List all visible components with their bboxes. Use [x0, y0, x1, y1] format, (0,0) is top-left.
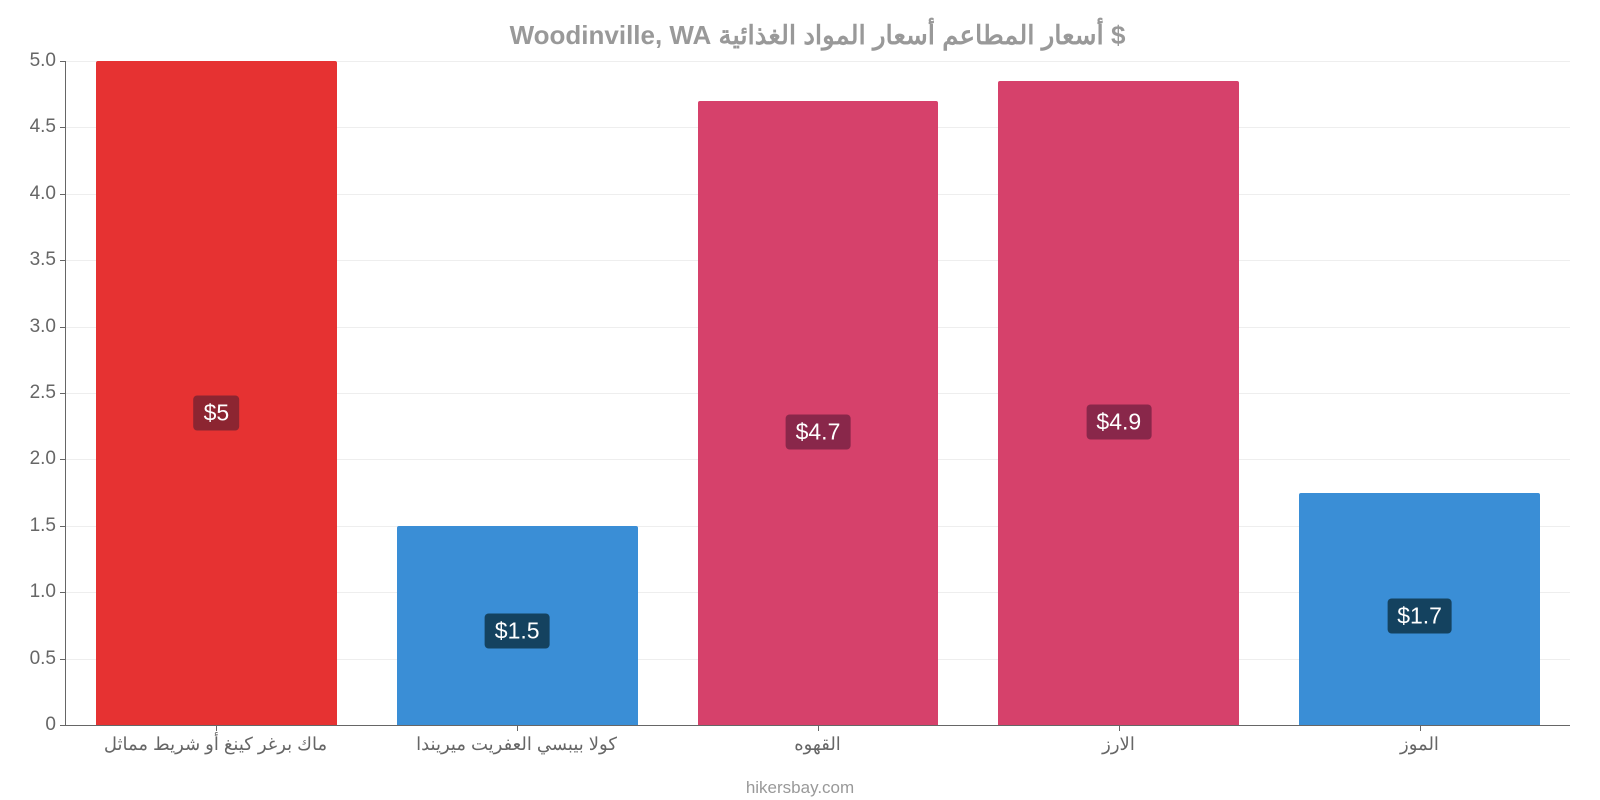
bar-value-label: $1.7: [1387, 598, 1452, 633]
bar-slot: $4.9: [968, 61, 1269, 725]
bar-value-label: $4.7: [786, 414, 851, 449]
x-axis-label: الموز: [1269, 734, 1570, 755]
bar-value-label: $4.9: [1086, 405, 1151, 440]
x-tick-mark: [1119, 725, 1120, 731]
x-axis-label: القهوه: [667, 734, 968, 755]
bar: $5: [96, 61, 337, 725]
y-tick-mark: [60, 725, 66, 726]
x-axis-label: الارز: [968, 734, 1269, 755]
x-tick-mark: [1420, 725, 1421, 731]
source-label: hikersbay.com: [0, 778, 1600, 798]
bar: $4.9: [998, 81, 1239, 725]
chart-title: $ أسعار المطاعم أسعار المواد الغذائية Wo…: [65, 20, 1570, 51]
x-tick-mark: [818, 725, 819, 731]
x-tick-mark: [216, 725, 217, 731]
bar-slot: $1.5: [367, 61, 668, 725]
bar-slot: $5: [66, 61, 367, 725]
bar: $4.7: [698, 101, 939, 725]
x-axis-labels: ماك برغر كينغ أو شريط مماثلكولا بيبسي ال…: [65, 734, 1570, 755]
x-tick-mark: [517, 725, 518, 731]
bars-row: $5 $1.5 $4.7 $4.9 $1.7: [66, 61, 1570, 725]
bar-slot: $4.7: [668, 61, 969, 725]
x-axis-label: ماك برغر كينغ أو شريط مماثل: [65, 734, 366, 755]
x-axis-label: كولا بيبسي العفريت ميريندا: [366, 734, 667, 755]
bar-value-label: $1.5: [485, 614, 550, 649]
bar-slot: $1.7: [1269, 61, 1570, 725]
bar: $1.7: [1299, 493, 1540, 725]
chart-container: $ أسعار المطاعم أسعار المواد الغذائية Wo…: [0, 0, 1600, 800]
plot-area: $5$1.5$4.7$4.9$1.7 00.51.01.52.02.53.03.…: [65, 61, 1570, 726]
bar: $1.5: [397, 526, 638, 725]
bar-value-label: $5: [194, 395, 240, 430]
